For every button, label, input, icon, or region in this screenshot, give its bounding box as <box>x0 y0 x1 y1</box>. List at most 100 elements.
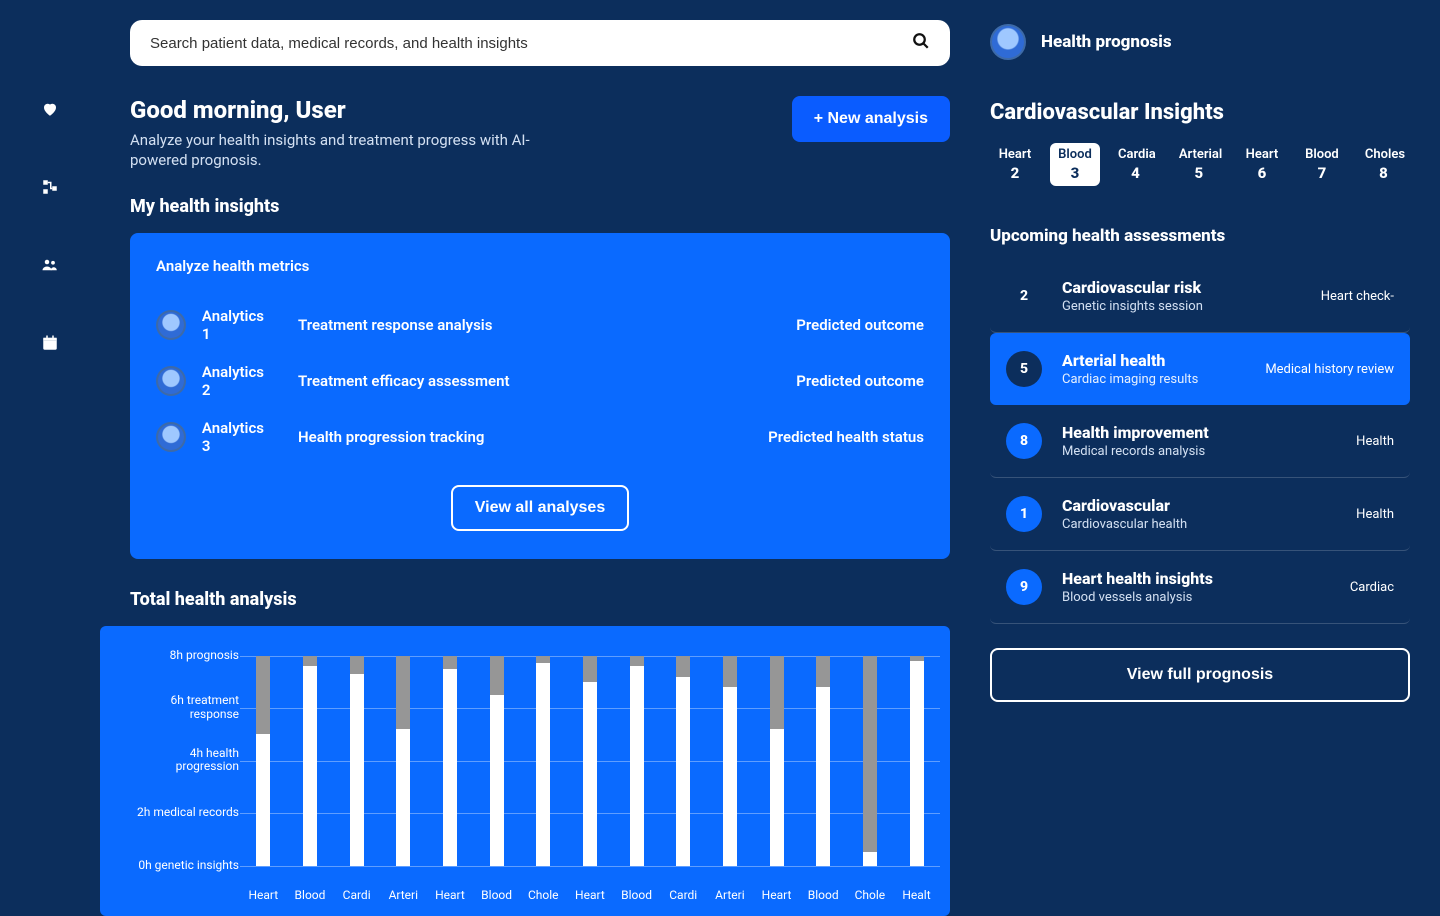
insights-card: Analyze health metrics Analytics 1Treatm… <box>130 233 950 559</box>
assessment-right: Health <box>1356 434 1394 449</box>
chart-bar <box>863 656 877 866</box>
heart-icon[interactable] <box>41 100 59 123</box>
user-header-label: Health prognosis <box>1041 32 1172 52</box>
analytics-row[interactable]: Analytics 3Health progression trackingPr… <box>156 409 924 465</box>
chart-bar <box>536 656 550 866</box>
chart-bar <box>816 656 830 866</box>
chart-bar <box>676 656 690 866</box>
assessment-item[interactable]: 8 Health improvement Medical records analy… <box>990 405 1410 478</box>
chart-x-label: Blood <box>477 888 517 902</box>
chart-x-label: Blood <box>617 888 657 902</box>
new-analysis-button[interactable]: + New analysis <box>792 96 950 142</box>
analytics-avatar <box>156 422 186 452</box>
analytics-status: Predicted health status <box>768 428 924 446</box>
view-all-analyses-button[interactable]: View all analyses <box>451 485 629 531</box>
sidebar <box>0 0 100 900</box>
tab-label: Blood <box>1058 147 1092 162</box>
cardio-tab[interactable]: Blood 3 <box>1050 143 1100 186</box>
assessment-item[interactable]: 1CardiovascularCardiovascular healthHeal… <box>990 478 1410 551</box>
cardio-tab[interactable]: Arterial 5 <box>1171 143 1227 186</box>
chart-bar <box>630 656 644 866</box>
chart-x-label: Cardi <box>337 888 377 902</box>
assessment-subtitle: Cardiac imaging results <box>1062 372 1245 387</box>
assessment-subtitle: Medical records analysis <box>1062 444 1336 459</box>
search-input[interactable] <box>150 35 912 52</box>
chart-x-label: Arteri <box>383 888 423 902</box>
tab-number: 4 <box>1118 164 1153 182</box>
cardio-tab[interactable]: Choles8 <box>1357 143 1410 186</box>
tab-label: Heart <box>1245 147 1279 162</box>
assessment-title: Health improvement <box>1062 423 1336 442</box>
assessment-item[interactable]: 9Heart health insightsBlood vessels anal… <box>990 551 1410 624</box>
assessment-number: 8 <box>1006 423 1042 459</box>
chart-x-label: Heart <box>243 888 283 902</box>
chart-x-label: Blood <box>803 888 843 902</box>
greeting-subtitle: Analyze your health insights and treatme… <box>130 130 550 171</box>
assessment-right: Medical history review <box>1265 362 1394 377</box>
network-icon[interactable] <box>41 178 59 201</box>
chart-x-label: Chole <box>523 888 563 902</box>
view-full-prognosis-button[interactable]: View full prognosis <box>990 648 1410 702</box>
cardio-tab[interactable]: Cardia 4 <box>1110 143 1161 186</box>
health-chart: 8h prognosis6h treatment response4h heal… <box>100 626 950 916</box>
tab-label: Blood <box>1305 147 1339 162</box>
assessment-title: Cardiovascular <box>1062 496 1336 515</box>
tab-label: Arterial <box>1179 147 1219 162</box>
analytics-row[interactable]: Analytics 2 Treatment efficacy assessment… <box>156 353 924 409</box>
chart-title: Total health analysis <box>130 589 950 610</box>
assessments-list: 2 Cardiovascular risk Genetic insights ses… <box>990 260 1410 624</box>
assessment-item[interactable]: 5Arterial healthCardiac imaging resultsM… <box>990 333 1410 405</box>
cardio-tab[interactable]: Blood 7 <box>1297 143 1347 186</box>
search-bar[interactable] <box>130 20 950 66</box>
tab-number: 5 <box>1179 164 1219 182</box>
chart-y-label: 8h prognosis <box>130 649 245 663</box>
assessment-title: Heart health insights <box>1062 569 1330 588</box>
chart-bar <box>490 656 504 866</box>
tab-label: Choles <box>1365 147 1402 162</box>
analytics-status: Predicted outcome <box>796 316 924 334</box>
cardio-title: Cardiovascular Insights <box>990 100 1410 125</box>
chart-x-label: Heart <box>757 888 797 902</box>
tab-number: 6 <box>1245 164 1279 182</box>
tab-number: 7 <box>1305 164 1339 182</box>
calendar-icon[interactable] <box>41 334 59 357</box>
chart-bar <box>396 656 410 866</box>
chart-x-label: Heart <box>570 888 610 902</box>
assessments-title: Upcoming health assessments <box>990 226 1410 246</box>
assessment-title: Arterial health <box>1062 351 1245 370</box>
people-icon[interactable] <box>40 256 60 279</box>
tab-label: Heart <box>998 147 1032 162</box>
analytics-row[interactable]: Analytics 1Treatment response analysisPr… <box>156 297 924 353</box>
assessment-right: Cardiac <box>1350 580 1394 595</box>
assessment-right: Heart check- <box>1321 289 1394 304</box>
chart-x-label: Arteri <box>710 888 750 902</box>
assessment-subtitle: Genetic insights session <box>1062 299 1301 314</box>
insights-section-title: My health insights <box>130 196 950 217</box>
search-icon[interactable] <box>912 32 930 55</box>
chart-bar <box>303 656 317 866</box>
assessment-number: 1 <box>1006 496 1042 532</box>
chart-y-label: 6h treatment response <box>130 694 245 722</box>
analytics-name: Analytics 2 <box>202 363 276 399</box>
assessment-right: Health <box>1356 507 1394 522</box>
analytics-desc: Health progression tracking <box>298 428 746 446</box>
assessment-number: 2 <box>1006 278 1042 314</box>
chart-gridline <box>240 866 940 867</box>
analytics-desc: Treatment response analysis <box>298 316 774 334</box>
chart-x-label: Chole <box>850 888 890 902</box>
chart-bar <box>350 656 364 866</box>
chart-x-label: Healt <box>897 888 937 902</box>
greeting-title: Good morning, User <box>130 96 550 124</box>
tab-label: Cardia <box>1118 147 1153 162</box>
cardio-tab[interactable]: Heart 6 <box>1237 143 1287 186</box>
avatar[interactable] <box>990 24 1026 60</box>
assessment-item[interactable]: 2 Cardiovascular risk Genetic insights ses… <box>990 260 1410 333</box>
chart-x-label: Heart <box>430 888 470 902</box>
cardio-tab[interactable]: Heart2 <box>990 143 1040 186</box>
analytics-avatar <box>156 366 186 396</box>
tab-number: 3 <box>1058 164 1092 182</box>
analytics-avatar <box>156 310 186 340</box>
analytics-desc: Treatment efficacy assessment <box>298 372 774 390</box>
assessment-title: Cardiovascular risk <box>1062 278 1301 297</box>
chart-y-label: 0h genetic insights <box>130 859 245 873</box>
